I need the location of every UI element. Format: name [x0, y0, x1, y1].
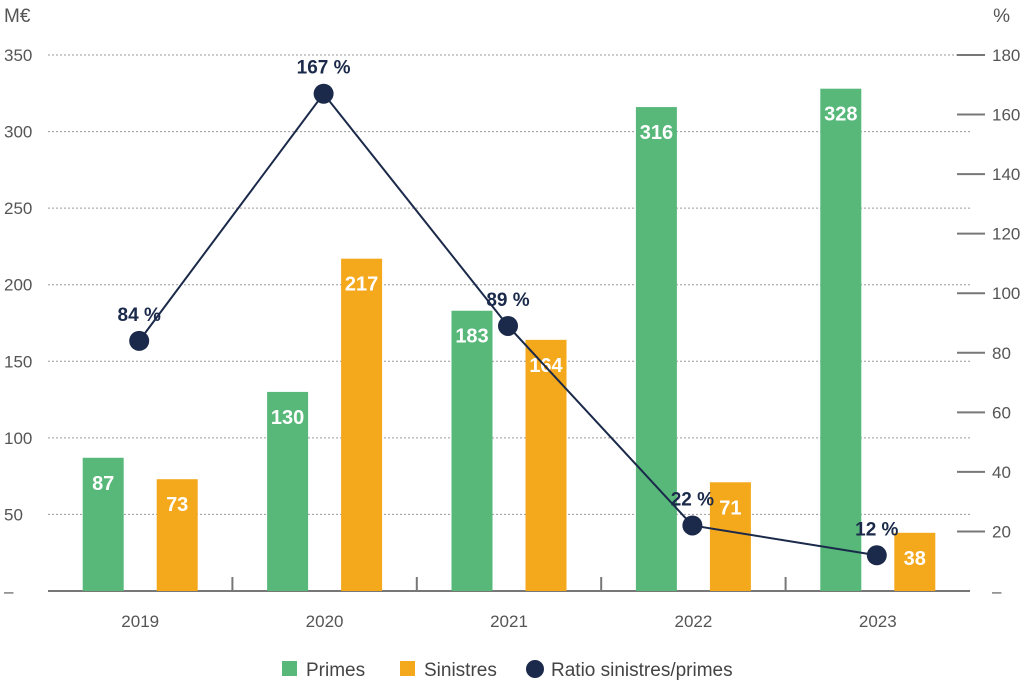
primes-value-label: 316	[640, 122, 673, 144]
left-tick-label: 150	[4, 352, 32, 371]
primes-bar	[820, 88, 862, 591]
primes-value-label: 130	[271, 407, 304, 429]
primes-bar	[635, 107, 677, 591]
sinistres-bar	[709, 482, 751, 591]
legend-swatch	[282, 661, 297, 676]
gridlines	[48, 54, 970, 515]
right-tick-label: 180	[992, 46, 1020, 65]
ratio-value-label: 167 %	[297, 58, 351, 79]
ratio-point	[866, 545, 887, 566]
right-tick-label: –	[992, 582, 1002, 601]
category-label: 2021	[490, 612, 528, 631]
sinistres-value-label: 38	[904, 548, 926, 570]
left-tick-label: 50	[4, 505, 23, 524]
sinistres-bar	[341, 258, 383, 591]
category-label: 2023	[859, 612, 897, 631]
left-tick-label: 200	[4, 276, 32, 295]
sinistres-value-label: 73	[166, 494, 188, 516]
ratio-value-label: 84 %	[118, 305, 161, 326]
ratio-point	[682, 515, 703, 536]
bars: 87 73 130 217 183 164 316 71 328 38	[82, 88, 936, 591]
right-tick-label: 140	[992, 165, 1020, 184]
sinistres-bar	[156, 479, 198, 591]
ratio-point	[498, 315, 518, 336]
primes-value-label: 183	[455, 326, 488, 348]
sinistres-bar	[894, 532, 936, 591]
sinistres-value-label: 217	[345, 274, 378, 296]
sinistres-value-label: 164	[529, 355, 563, 377]
primes-bar	[267, 391, 309, 591]
primes-value-label: 87	[92, 473, 114, 495]
right-tick-label: 60	[992, 403, 1011, 422]
right-tick-label: 160	[992, 106, 1020, 125]
primes-value-label: 328	[824, 104, 857, 126]
right-axis-unit: %	[993, 6, 1010, 27]
left-tick-label: 250	[4, 199, 32, 218]
left-tick-label: –	[4, 582, 14, 601]
axes: M€ % – 50 100 150 200 250 300 350 – 20 40 60 80 100 12…	[4, 6, 1020, 631]
category-label: 2020	[306, 612, 344, 631]
category-label: 2022	[674, 612, 712, 631]
legend-swatch	[400, 661, 415, 676]
primes-bar	[451, 310, 493, 591]
left-tick-label: 350	[4, 46, 32, 65]
legend-marker	[526, 660, 544, 678]
ratio-line: 84 % 167 % 89 % 22 % 12 %	[118, 58, 899, 566]
ratio-value-label: 12 %	[855, 519, 898, 540]
sinistres-value-label: 71	[719, 497, 741, 519]
ratio-value-label: 89 %	[486, 290, 529, 311]
left-tick-label: 300	[4, 123, 32, 142]
ratio-point	[313, 83, 334, 104]
right-tick-label: 20	[992, 522, 1011, 541]
ratio-point	[129, 330, 150, 351]
legend: Primes Sinistres Ratio sinistres/primes	[282, 660, 733, 681]
left-axis-unit: M€	[4, 6, 31, 27]
legend-label: Ratio sinistres/primes	[551, 660, 733, 681]
category-label: 2019	[121, 612, 159, 631]
primes-bar	[82, 457, 124, 591]
legend-label: Primes	[306, 660, 365, 681]
sinistres-bar	[525, 339, 567, 591]
right-tick-label: 100	[992, 284, 1020, 303]
right-tick-label: 80	[992, 344, 1011, 363]
legend-label: Sinistres	[424, 660, 497, 681]
ratio-value-label: 22 %	[671, 489, 714, 510]
left-tick-label: 100	[4, 429, 32, 448]
right-tick-label: 120	[992, 225, 1020, 244]
right-tick-label: 40	[992, 463, 1011, 482]
